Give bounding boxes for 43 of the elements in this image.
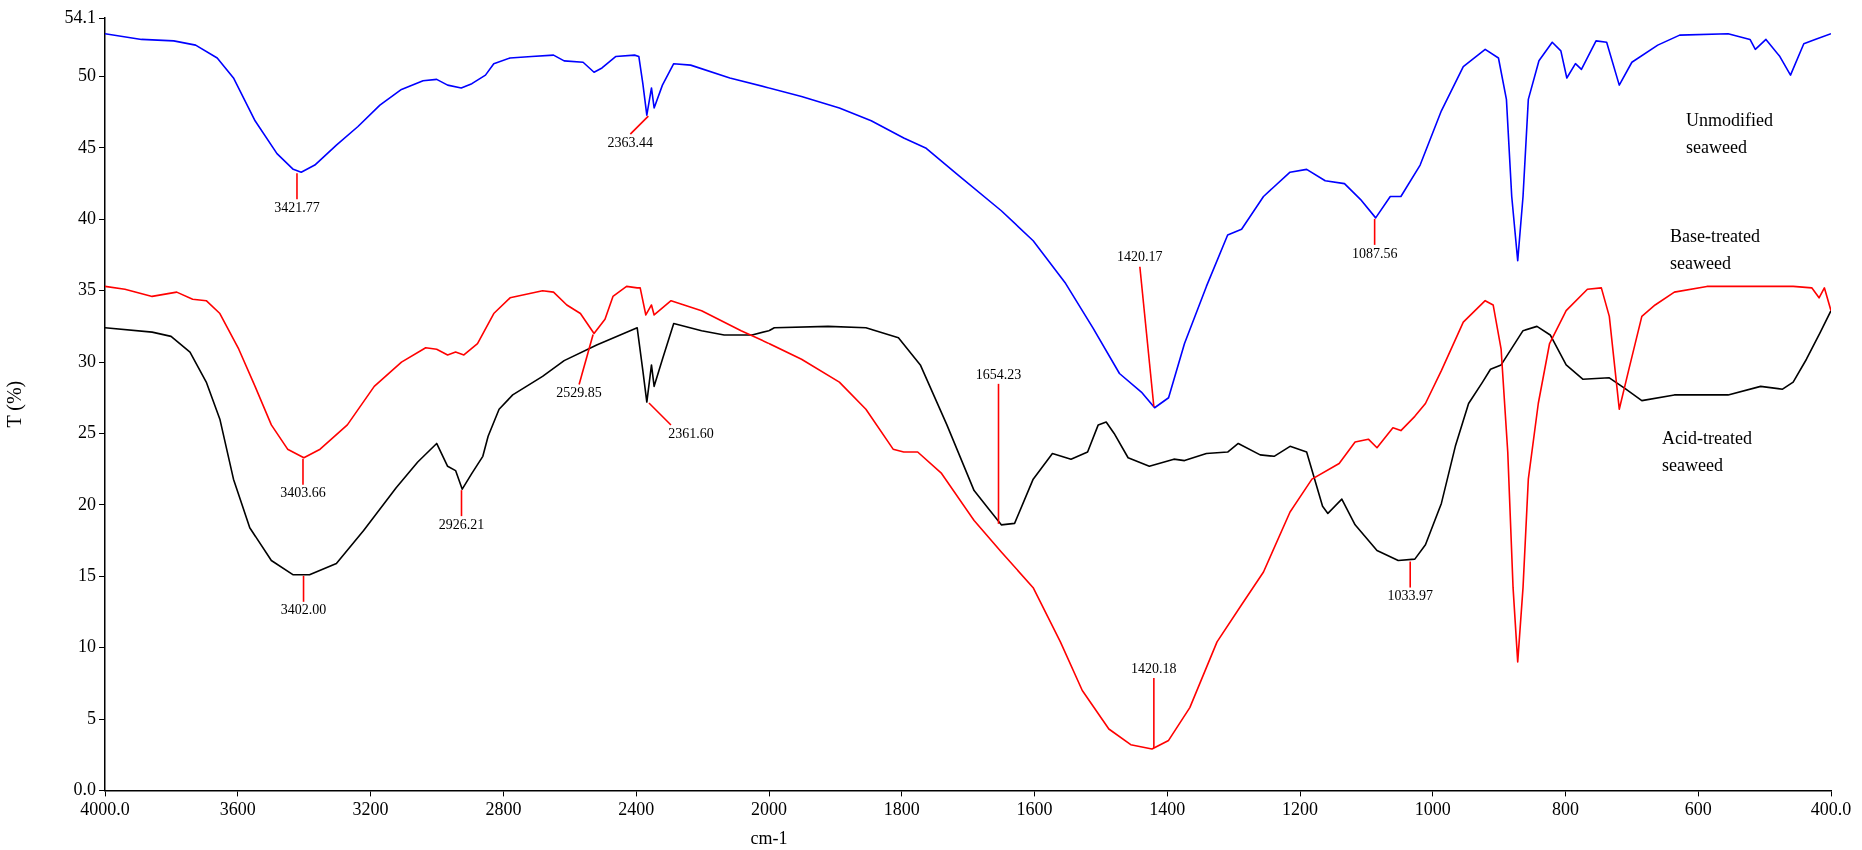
annotation: 2361.60 xyxy=(668,425,714,441)
x-tick-label: 4000.0 xyxy=(80,798,130,819)
x-tick-label: 1600 xyxy=(1016,798,1053,819)
x-tick-label: 1400 xyxy=(1149,798,1186,819)
y-axis-title: T (%) xyxy=(3,380,27,428)
x-tick-label: 3200 xyxy=(352,798,389,819)
y-tick-label: 15 xyxy=(78,564,96,585)
annotation: 2529.85 xyxy=(556,385,602,401)
annotation: 1033.97 xyxy=(1387,588,1433,604)
y-tick-label: 50 xyxy=(78,65,96,86)
annotation: 3421.77 xyxy=(274,199,320,215)
y-tick-label: 45 xyxy=(78,136,96,157)
y-tick-label: 10 xyxy=(78,636,96,657)
series-label: Acid-treated seaweed xyxy=(1662,427,1752,475)
x-tick-label: 600 xyxy=(1684,798,1712,819)
annotation: 1654.23 xyxy=(975,366,1022,382)
x-tick-label: 2800 xyxy=(485,798,522,819)
annotation: 2926.21 xyxy=(438,516,485,532)
x-axis-title: cm-1 xyxy=(750,827,788,848)
y-tick-label: 54.1 xyxy=(64,6,96,27)
annotation: 3403.66 xyxy=(280,485,326,501)
y-tick-label: 35 xyxy=(78,279,96,300)
annotation: 2363.44 xyxy=(607,134,654,150)
annotation: 1087.56 xyxy=(1351,245,1398,261)
x-tick-label: 2000 xyxy=(751,798,787,819)
annotation: 3402.00 xyxy=(280,602,327,618)
x-tick-label: 800 xyxy=(1552,798,1579,819)
annotation: 1420.17 xyxy=(1117,249,1163,265)
y-tick-label: 20 xyxy=(78,493,96,514)
x-tick-label: 3600 xyxy=(219,798,256,819)
x-tick-label: 2400 xyxy=(618,798,655,819)
y-tick-label: 0.0 xyxy=(73,779,96,800)
x-tick-label: 1000 xyxy=(1414,798,1451,819)
text: Unmodified seaweed xyxy=(1686,109,1773,157)
annotation: 1420.18 xyxy=(1131,660,1177,676)
series-label: Base-treated seaweed xyxy=(1670,225,1760,273)
x-tick-label: 1200 xyxy=(1282,798,1318,819)
y-tick-label: 30 xyxy=(78,350,96,371)
y-tick-label: 25 xyxy=(78,422,96,443)
y-tick-label: 40 xyxy=(78,208,96,229)
x-tick-label: 400.0 xyxy=(1810,798,1852,819)
x-tick-label: 1800 xyxy=(883,798,920,819)
y-tick-label: 5 xyxy=(87,707,96,728)
